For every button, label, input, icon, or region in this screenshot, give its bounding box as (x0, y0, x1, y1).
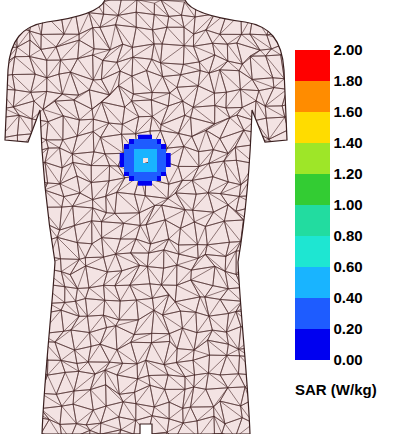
svg-text:1.20: 1.20 (334, 165, 363, 182)
svg-text:1.00: 1.00 (334, 196, 363, 213)
svg-text:0.80: 0.80 (334, 227, 363, 244)
svg-text:SAR (W/kg): SAR (W/kg) (295, 381, 377, 398)
svg-text:0.20: 0.20 (334, 320, 363, 337)
svg-text:0.40: 0.40 (334, 289, 363, 306)
svg-text:2.00: 2.00 (334, 41, 363, 58)
svg-text:0.00: 0.00 (334, 351, 363, 368)
svg-text:1.40: 1.40 (334, 134, 363, 151)
svg-text:0.60: 0.60 (334, 258, 363, 275)
svg-text:1.80: 1.80 (334, 72, 363, 89)
svg-text:1.60: 1.60 (334, 103, 363, 120)
